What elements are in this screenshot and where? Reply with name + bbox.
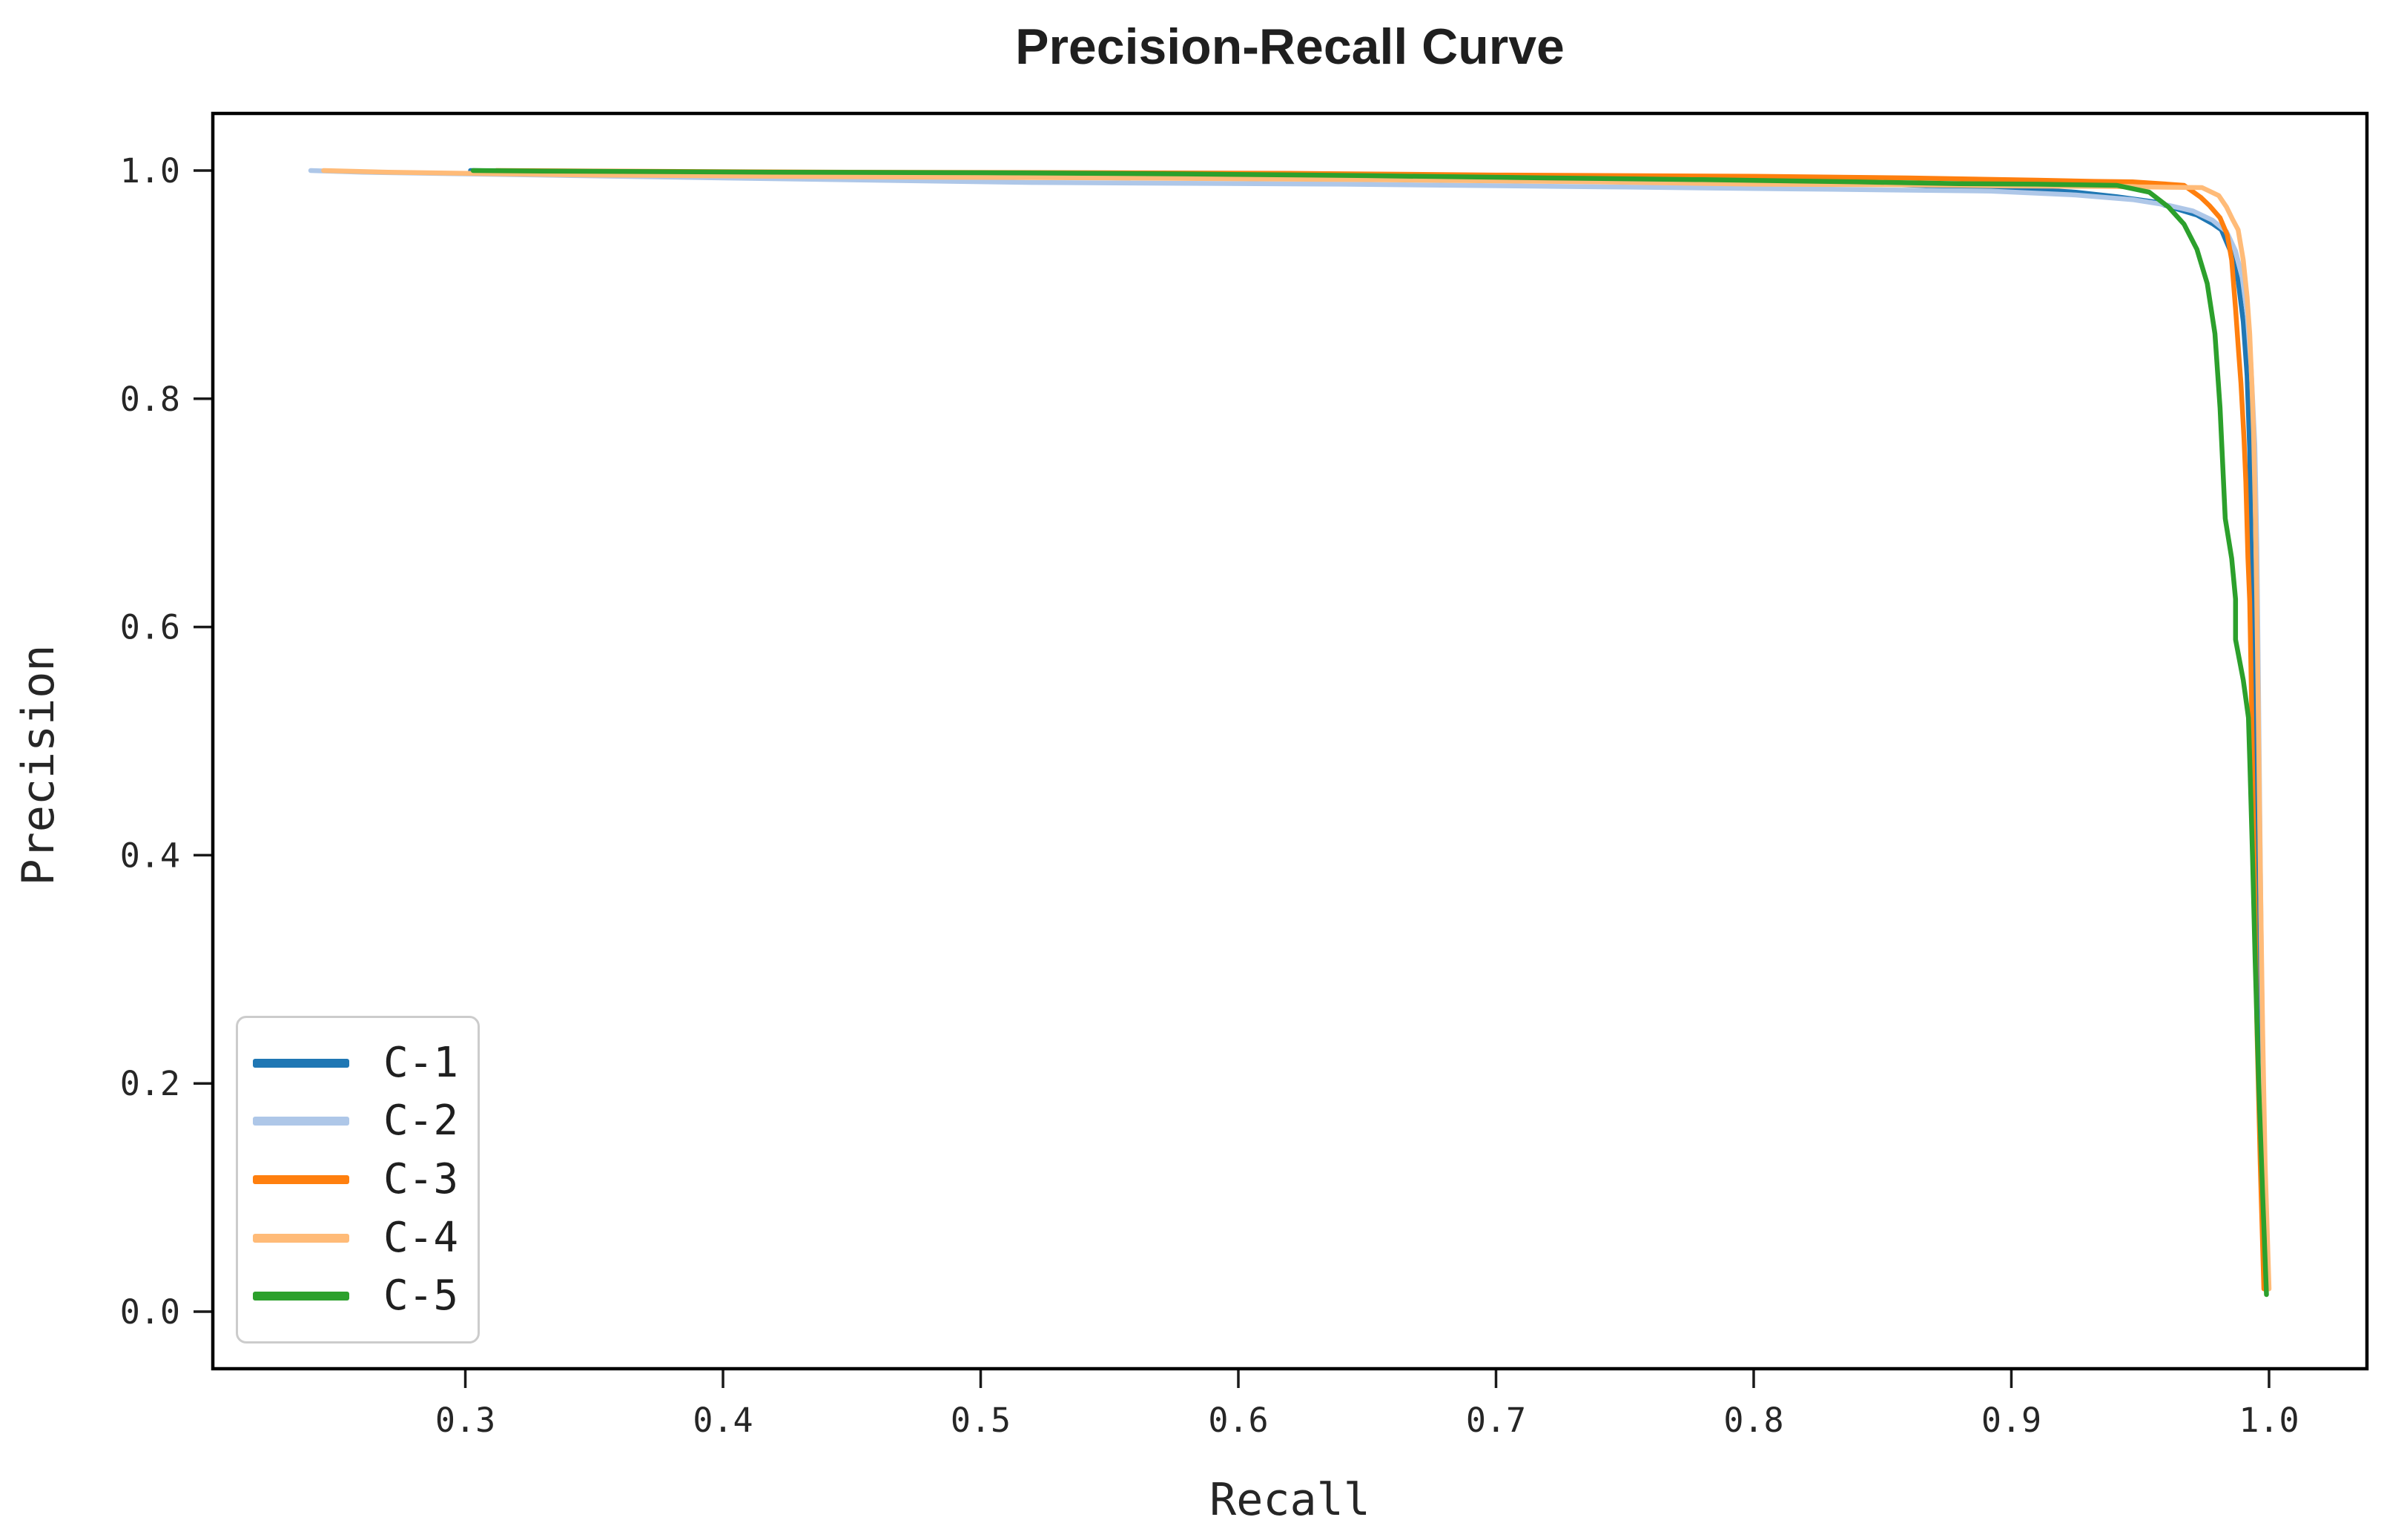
legend-item-C-2: C-2 bbox=[253, 1100, 478, 1142]
legend-item-C-3: C-3 bbox=[253, 1154, 478, 1203]
chart-title: Precision-Recall Curve bbox=[1015, 19, 1565, 75]
y-tick-label: 0.2 bbox=[120, 1064, 180, 1103]
y-tick-label: 0.0 bbox=[120, 1292, 180, 1332]
y-axis-label: Precision bbox=[13, 644, 65, 886]
legend: C-1 C-2 C-3 C-4 C-5 bbox=[236, 1016, 480, 1344]
series-line-C-4 bbox=[321, 168, 2272, 1292]
legend-label-C-2: C-2 bbox=[383, 1097, 459, 1146]
legend-swatch-C-1 bbox=[253, 1058, 349, 1068]
x-tick-label: 0.5 bbox=[951, 1401, 1011, 1440]
x-tick-label: 0.4 bbox=[693, 1401, 753, 1440]
x-tick-label: 0.6 bbox=[1208, 1401, 1268, 1440]
y-tick-label: 1.0 bbox=[120, 151, 180, 191]
y-tick-label: 0.8 bbox=[120, 380, 180, 419]
x-tick-label: 0.3 bbox=[435, 1401, 495, 1440]
x-tick-label: 1.0 bbox=[2239, 1401, 2299, 1440]
legend-label-C-1: C-1 bbox=[383, 1038, 459, 1087]
x-tick-label: 0.7 bbox=[1466, 1401, 1526, 1440]
x-tick-label: 0.8 bbox=[1723, 1401, 1783, 1440]
legend-label-C-3: C-3 bbox=[383, 1154, 459, 1203]
series-line-C-5 bbox=[470, 168, 2269, 1298]
x-axis-label: Recall bbox=[1209, 1474, 1370, 1526]
legend-label-C-5: C-5 bbox=[383, 1272, 459, 1321]
x-tick-label: 0.9 bbox=[1981, 1401, 2041, 1440]
series-line-C-3 bbox=[493, 168, 2267, 1292]
legend-swatch-C-2 bbox=[253, 1117, 349, 1126]
axes-spines bbox=[211, 111, 2369, 1371]
legend-swatch-C-3 bbox=[253, 1174, 349, 1184]
legend-item-C-5: C-5 bbox=[253, 1275, 478, 1317]
legend-item-C-4: C-4 bbox=[253, 1217, 478, 1259]
series-line-C-1 bbox=[468, 168, 2269, 1292]
legend-item-C-1: C-1 bbox=[253, 1042, 478, 1084]
legend-label-C-4: C-4 bbox=[383, 1213, 459, 1262]
y-tick-label: 0.6 bbox=[120, 608, 180, 647]
y-tick-label: 0.4 bbox=[120, 836, 180, 875]
series-line-C-2 bbox=[308, 168, 2271, 1292]
legend-swatch-C-4 bbox=[253, 1233, 349, 1243]
legend-swatch-C-5 bbox=[253, 1292, 349, 1301]
